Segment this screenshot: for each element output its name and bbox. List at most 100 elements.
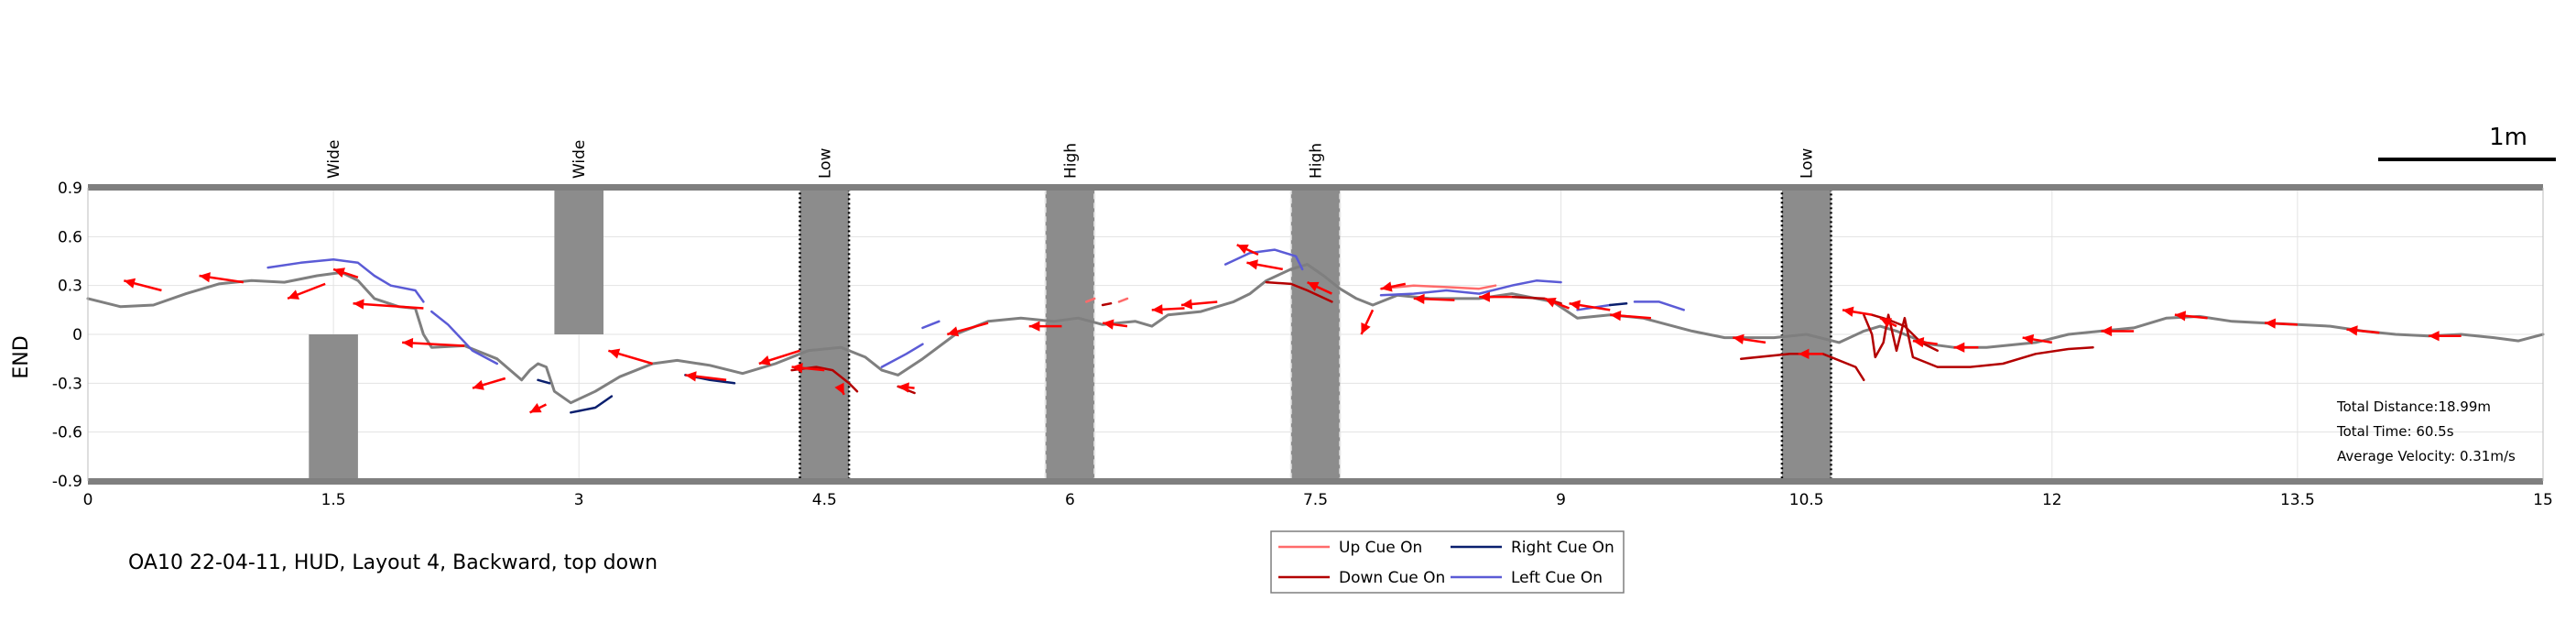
cue-line-left xyxy=(880,343,924,368)
cue-line-left xyxy=(266,257,425,303)
direction-arrowhead xyxy=(1103,319,1114,330)
direction-arrowhead xyxy=(1361,322,1371,334)
obstacle-label: Wide xyxy=(325,140,343,179)
y-tick-label: -0.6 xyxy=(52,424,82,442)
x-tick-label: 3 xyxy=(574,491,584,509)
scale-bar-label: 1m xyxy=(2489,124,2527,151)
cue-line-left xyxy=(430,310,499,366)
cue-line-up xyxy=(1085,297,1096,303)
legend-box xyxy=(1270,530,1625,594)
legend-label-left: Left Cue On xyxy=(1511,569,1603,587)
direction-arrowhead xyxy=(124,278,136,289)
cue-line-down xyxy=(1739,353,1865,382)
x-tick-label: 6 xyxy=(1065,491,1075,509)
direction-arrowhead xyxy=(1380,281,1393,292)
direction-arrowhead xyxy=(1479,291,1490,302)
cue-line-left xyxy=(1379,279,1562,297)
direction-arrowhead xyxy=(947,326,960,337)
scale-bar: 1m xyxy=(2378,124,2556,161)
chart-caption: OA10 22-04-11, HUD, Layout 4, Backward, … xyxy=(128,551,658,574)
legend-label-right: Right Cue On xyxy=(1511,539,1614,557)
x-tick-label: 0 xyxy=(83,491,93,509)
x-tick-label: 9 xyxy=(1556,491,1566,509)
obstacle-label: Low xyxy=(1799,147,1817,179)
direction-arrowhead xyxy=(2346,325,2358,336)
direction-arrowhead xyxy=(1798,348,1810,359)
direction-arrowhead xyxy=(791,363,803,374)
direction-arrowhead xyxy=(199,272,211,283)
cue-line-right xyxy=(570,395,614,414)
direction-arrowhead xyxy=(473,379,484,390)
arrows xyxy=(124,244,2462,414)
obstacle-label: High xyxy=(1308,143,1326,179)
stat-total-time: Total Time: 60.5s xyxy=(2336,423,2454,440)
cue-line-down xyxy=(1863,313,2094,368)
direction-arrowhead xyxy=(2174,311,2187,322)
y-tick-label: 0.9 xyxy=(58,180,82,198)
obstacles: Wide Wide Low High High Low xyxy=(309,140,1832,483)
cue-line-left xyxy=(1633,300,1685,311)
obstacle-label: Wide xyxy=(571,140,589,179)
direction-arrowhead xyxy=(529,403,542,413)
legend-label-up: Up Cue On xyxy=(1339,539,1422,557)
direction-arrow xyxy=(353,301,424,310)
direction-arrowhead xyxy=(402,337,414,349)
direction-arrowhead xyxy=(1953,342,1965,353)
direction-arrowhead xyxy=(685,371,697,382)
direction-arrowhead xyxy=(758,355,771,366)
y-tick-label: 0.3 xyxy=(58,278,82,296)
obstacle-block xyxy=(309,334,358,481)
direction-arrowhead xyxy=(1151,304,1163,315)
cue-line-down xyxy=(1101,301,1113,307)
x-tick-label: 4.5 xyxy=(812,491,837,509)
direction-arrowhead xyxy=(897,382,909,393)
x-tick-label: 15 xyxy=(2533,491,2553,509)
direction-arrowhead xyxy=(2265,318,2277,329)
direction-arrowhead xyxy=(1307,281,1320,292)
x-tick-label: 10.5 xyxy=(1789,491,1824,509)
direction-arrowhead xyxy=(1610,310,1622,322)
legend: Up Cue On Right Cue On Down Cue On Left … xyxy=(1270,530,1625,594)
y-tick-label: -0.9 xyxy=(52,473,82,491)
direction-arrowhead xyxy=(2022,333,2035,345)
obstacle-block xyxy=(1289,187,1342,482)
x-tick-label: 13.5 xyxy=(2280,491,2315,509)
direction-arrowhead xyxy=(1569,300,1581,311)
cue-line-down xyxy=(1870,313,1939,353)
cue-line-right xyxy=(537,378,551,385)
x-tick-label: 12 xyxy=(2042,491,2062,509)
x-tick-label: 1.5 xyxy=(321,491,346,509)
direction-arrowhead xyxy=(1413,293,1425,305)
direction-arrowhead xyxy=(288,289,300,300)
y-axis-label: END xyxy=(10,335,33,378)
stat-average-velocity: Average Velocity: 0.31m/s xyxy=(2337,448,2516,464)
direction-arrowhead xyxy=(1880,318,1893,328)
stat-total-distance: Total Distance:18.99m xyxy=(2336,398,2491,415)
direction-arrowhead xyxy=(1733,333,1745,344)
bottom-border xyxy=(88,478,2543,485)
y-tick-label: 0.6 xyxy=(58,228,82,246)
direction-arrowhead xyxy=(1842,306,1854,317)
direction-arrowhead xyxy=(2428,331,2440,342)
axes: 0 1.5 3 4.5 6 7.5 9 10.5 12 13.5 15 0.9 0.6 0.3 0 -0.3 -… xyxy=(52,180,2553,509)
direction-arrowhead xyxy=(333,267,345,278)
series-lines xyxy=(86,248,2545,414)
y-tick-label: 0 xyxy=(72,326,82,344)
y-tick-label: -0.3 xyxy=(52,375,82,393)
direction-arrowhead xyxy=(1180,299,1193,310)
x-tick-label: 7.5 xyxy=(1303,491,1328,509)
cue-line-down xyxy=(1265,280,1333,303)
direction-arrowhead xyxy=(353,299,364,310)
legend-label-down: Down Cue On xyxy=(1339,569,1445,587)
direction-arrowhead xyxy=(1912,337,1925,348)
obstacle-label: High xyxy=(1061,143,1080,179)
cue-line-left xyxy=(1223,248,1304,271)
obstacle-block xyxy=(799,186,851,483)
cue-line-up xyxy=(1379,284,1497,290)
cue-line-right xyxy=(1608,301,1628,307)
direction-arrowhead xyxy=(834,382,844,395)
stats-box: Total Distance:18.99m Total Time: 60.5s … xyxy=(2336,398,2516,464)
obstacle-block xyxy=(1044,187,1096,482)
cue-line-up xyxy=(1117,297,1129,303)
